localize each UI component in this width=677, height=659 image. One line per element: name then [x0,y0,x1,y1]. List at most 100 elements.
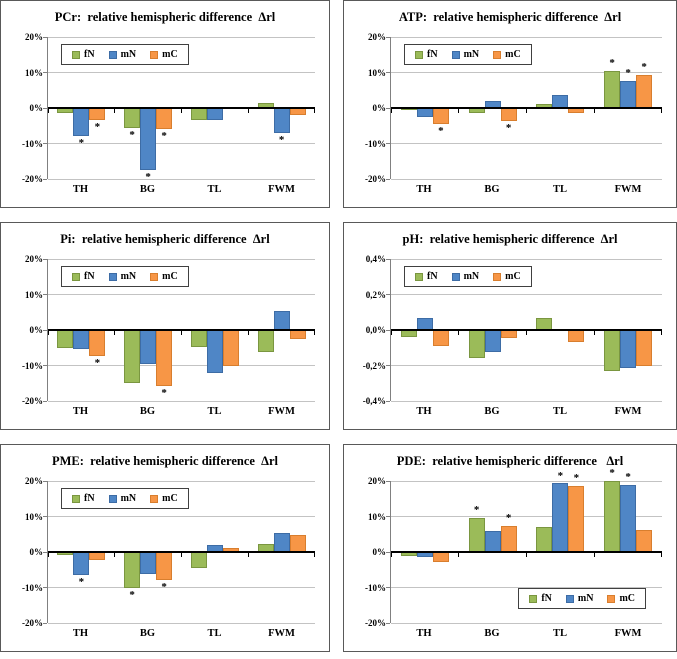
legend-item-fN: fN [72,493,95,504]
legend-label-mN: mN [463,49,480,60]
significance-star: * [473,503,480,516]
bar-mC-FWM [289,108,306,116]
x-axis-label-BG: BG [139,184,156,195]
significance-star: * [641,61,647,74]
bar-mC-BG [156,552,173,580]
x-axis-label-FWM: FWM [614,406,642,417]
y-axis-label: 0,4% [365,254,386,264]
y-axis-label: 20% [25,476,43,486]
y-axis-tick [386,258,390,260]
legend-swatch-mC [607,594,616,603]
gridline [391,480,662,482]
chart-panel-pcr: PCr: relative hemispheric difference Δrl… [0,0,330,208]
x-axis-label-TL: TL [207,628,222,639]
category-axis-tick [661,331,662,335]
legend-label-fN: fN [427,271,438,282]
bar-mC-FWM [636,330,653,366]
y-axis-label: 0% [372,547,387,557]
y-axis-label: -10% [22,360,43,371]
chart-title-pme: PME: relative hemispheric difference Δrl [51,454,279,468]
category-axis-tick [247,109,249,113]
gridline [48,72,315,73]
plot-area-pi: * * fN mN mC [43,258,315,402]
y-axis-label: 0,2% [365,289,386,300]
gridline [391,400,662,402]
x-axis-labels: TH BG TL FWM [47,406,315,417]
plot-area-atp: * * * * * fN mN mC [386,36,662,180]
category-axis-tick [390,553,392,557]
x-axis-labels: TH BG TL FWM [390,184,662,195]
gridline [48,587,315,588]
legend-label-mC: mC [619,593,635,604]
gridline [48,36,315,38]
zero-axis-line [391,107,662,109]
legend-item-fN: fN [415,271,438,282]
y-axis-label: -0,2% [362,360,386,371]
legend-label-fN: fN [84,49,95,60]
bar-mN-TH [73,330,90,349]
legend-pi: fN mN mC [61,266,189,287]
category-axis-tick [114,109,116,113]
legend-item-mN: mN [451,49,480,60]
significance-star: * [557,469,564,482]
bar-mN-TL [552,483,569,552]
category-axis-tick [47,331,49,335]
legend-label-mC: mC [162,49,178,60]
gridline [48,622,315,624]
category-axis-tick [593,109,595,113]
y-axis-tick [386,365,390,366]
category-axis-tick [181,331,182,335]
x-axis-label-BG: BG [484,406,500,417]
category-axis-tick [390,331,392,335]
x-axis-label-BG: BG [484,184,500,195]
y-axis-label: 10% [25,289,43,300]
legend-label-fN: fN [84,271,95,282]
legend-label-mC: mC [162,493,178,504]
bar-mC-TL [568,330,585,342]
bar-fN-BG [468,517,485,552]
x-axis-label-TL: TL [552,184,567,195]
bar-fN-TH [57,330,74,348]
chart-panel-pi: Pi: relative hemispheric difference Δrl *… [0,222,330,430]
significance-star: * [161,580,167,593]
bar-mC-BG [500,330,517,338]
legend-swatch-mN [451,272,460,281]
legend-label-mC: mC [505,271,521,282]
y-axis-label: -10% [22,582,43,593]
y-axis-label: -10% [365,138,386,149]
category-axis-tick [314,109,315,113]
legend-item-mC: mC [607,593,635,604]
legend-label-fN: fN [427,49,438,60]
x-axis-label-TL: TL [552,628,567,639]
legend-item-fN: fN [72,49,95,60]
significance-star: * [94,121,101,134]
gridline [391,622,662,624]
legend-item-mN: mN [108,49,136,60]
gridline [391,72,662,73]
bar-mC-TH [432,552,449,562]
legend-swatch-fN [529,594,538,603]
chart-title-atp: ATP: relative hemispheric difference Δrl [398,10,622,24]
y-axis-label: 20% [368,476,386,486]
gridline [48,365,315,366]
legend-swatch-mC [150,50,159,59]
y-axis-tick [43,143,47,144]
legend-swatch-mN [108,50,117,59]
chart-panel-atp: ATP: relative hemispheric difference Δrl… [343,0,677,208]
bar-fN-FWM [604,70,621,108]
bar-mN-TL [206,330,223,374]
legend-item-mN: mN [565,593,593,604]
bar-mN-BG [140,330,157,364]
y-axis-label: 0% [29,547,44,557]
x-axis-labels: TH BG TL FWM [390,628,662,639]
y-axis-tick [386,294,390,295]
legend-ph: fN mN mC [404,266,532,287]
y-axis-tick [43,587,47,588]
bar-mC-TL [568,486,585,552]
gridline [391,258,662,260]
legend-label-fN: fN [84,493,95,504]
significance-star: * [94,356,101,369]
x-axis-label-TH: TH [416,406,432,417]
significance-star: * [129,588,135,601]
y-axis-tick [43,400,47,402]
